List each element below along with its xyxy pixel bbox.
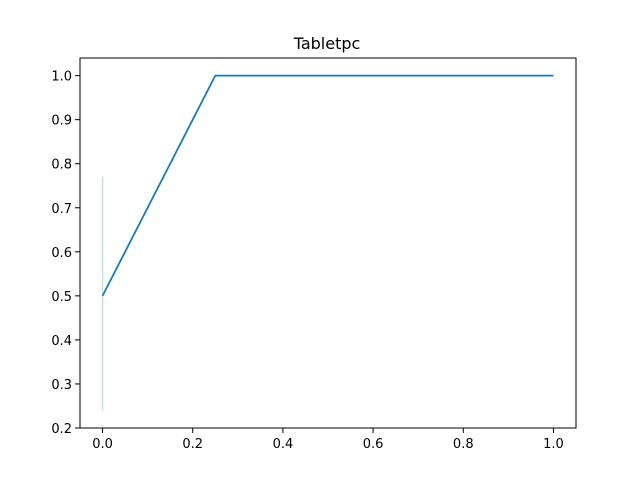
y-tick-label: 0.5 [51,290,72,305]
x-tick-label: 0.8 [453,437,474,452]
x-tick-label: 0.6 [363,437,384,452]
x-tick-label: 1.0 [543,437,564,452]
x-axis: 0.0 0.2 0.4 0.6 0.8 1.0 [92,428,564,452]
y-tick-label: 1.0 [51,70,72,85]
y-tick-label: 0.3 [51,378,72,393]
y-tick-label: 0.8 [51,158,72,173]
y-tick-label: 0.7 [51,202,72,217]
x-tick-label: 0.2 [182,437,203,452]
chart-title: Tabletpc [293,34,361,53]
series-line [101,74,554,297]
y-axis: 0.2 0.3 0.4 0.5 0.6 0.7 0.8 0.9 1.0 [51,70,80,437]
x-tick-label: 0.0 [92,437,113,452]
x-tick-label: 0.4 [273,437,294,452]
plot-area [101,74,554,411]
y-tick-label: 0.9 [51,114,72,129]
y-tick-label: 0.4 [51,334,72,349]
y-tick-label: 0.6 [51,246,72,261]
axes-frame [79,57,577,429]
y-tick-label: 0.2 [51,422,72,437]
